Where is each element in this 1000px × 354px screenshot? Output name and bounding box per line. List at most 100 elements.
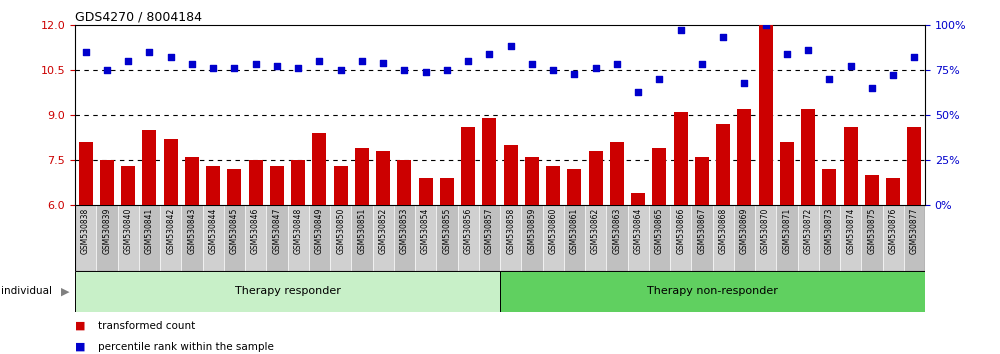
Text: GSM530838: GSM530838 bbox=[81, 207, 90, 253]
Text: percentile rank within the sample: percentile rank within the sample bbox=[98, 342, 274, 352]
Text: GSM530862: GSM530862 bbox=[591, 207, 600, 253]
Text: GSM530869: GSM530869 bbox=[740, 207, 749, 254]
Point bbox=[736, 80, 752, 85]
Bar bbox=[397, 160, 411, 205]
Text: GSM530855: GSM530855 bbox=[442, 207, 451, 254]
Bar bbox=[249, 160, 263, 205]
Bar bbox=[861, 205, 883, 271]
Point bbox=[396, 67, 412, 73]
Text: GSM530873: GSM530873 bbox=[825, 207, 834, 254]
Bar bbox=[142, 130, 156, 205]
Text: GSM530864: GSM530864 bbox=[634, 207, 643, 254]
Bar bbox=[670, 205, 691, 271]
Point bbox=[566, 71, 582, 76]
Bar bbox=[334, 166, 348, 205]
Point bbox=[545, 67, 561, 73]
Bar bbox=[436, 205, 458, 271]
Point bbox=[481, 51, 497, 57]
Bar bbox=[96, 205, 118, 271]
Point bbox=[418, 69, 434, 75]
Bar bbox=[415, 205, 436, 271]
Text: GSM530860: GSM530860 bbox=[549, 207, 558, 254]
Bar bbox=[589, 151, 603, 205]
Bar bbox=[564, 205, 585, 271]
Text: ■: ■ bbox=[75, 321, 86, 331]
Point bbox=[460, 58, 476, 64]
Bar bbox=[716, 124, 730, 205]
Bar bbox=[610, 142, 624, 205]
Bar bbox=[695, 157, 709, 205]
Point bbox=[248, 62, 264, 67]
Text: GSM530846: GSM530846 bbox=[251, 207, 260, 254]
Bar bbox=[419, 178, 433, 205]
Point bbox=[588, 65, 604, 71]
Text: GSM530856: GSM530856 bbox=[464, 207, 473, 254]
Bar bbox=[479, 205, 500, 271]
Bar bbox=[75, 205, 96, 271]
Point bbox=[354, 58, 370, 64]
Point bbox=[758, 22, 774, 28]
Bar bbox=[160, 205, 181, 271]
Text: GSM530839: GSM530839 bbox=[102, 207, 111, 254]
Point bbox=[715, 35, 731, 40]
Text: GSM530844: GSM530844 bbox=[209, 207, 218, 254]
Bar bbox=[712, 205, 734, 271]
Bar bbox=[819, 205, 840, 271]
Text: GSM530870: GSM530870 bbox=[761, 207, 770, 254]
Bar bbox=[440, 178, 454, 205]
Point bbox=[800, 47, 816, 53]
Text: GSM530858: GSM530858 bbox=[506, 207, 515, 253]
Point bbox=[205, 65, 221, 71]
Bar bbox=[567, 169, 581, 205]
Point bbox=[694, 62, 710, 67]
Point bbox=[609, 62, 625, 67]
Bar bbox=[185, 157, 199, 205]
Bar bbox=[521, 205, 542, 271]
Text: GSM530863: GSM530863 bbox=[612, 207, 621, 254]
Bar bbox=[100, 160, 114, 205]
Text: GSM530854: GSM530854 bbox=[421, 207, 430, 254]
Point bbox=[226, 65, 242, 71]
Bar bbox=[631, 193, 645, 205]
Bar bbox=[822, 169, 836, 205]
Text: GSM530853: GSM530853 bbox=[400, 207, 409, 254]
Point bbox=[78, 49, 94, 55]
Bar bbox=[351, 205, 372, 271]
Bar bbox=[118, 205, 139, 271]
Text: individual: individual bbox=[1, 286, 52, 296]
Bar bbox=[372, 205, 394, 271]
Bar bbox=[394, 205, 415, 271]
Text: GSM530877: GSM530877 bbox=[910, 207, 919, 254]
Bar bbox=[844, 127, 858, 205]
Point bbox=[524, 62, 540, 67]
Point bbox=[779, 51, 795, 57]
Bar bbox=[500, 271, 925, 312]
Point bbox=[821, 76, 837, 82]
Point bbox=[503, 44, 519, 49]
Text: GSM530859: GSM530859 bbox=[527, 207, 536, 254]
Point bbox=[843, 63, 859, 69]
Bar bbox=[691, 205, 712, 271]
Point bbox=[630, 89, 646, 95]
Bar bbox=[181, 205, 202, 271]
Point bbox=[651, 76, 667, 82]
Bar bbox=[606, 205, 628, 271]
Text: GSM530841: GSM530841 bbox=[145, 207, 154, 253]
Bar bbox=[652, 148, 666, 205]
Bar bbox=[504, 145, 518, 205]
Text: GSM530871: GSM530871 bbox=[782, 207, 791, 253]
Bar bbox=[458, 205, 479, 271]
Text: GSM530876: GSM530876 bbox=[889, 207, 898, 254]
Text: GDS4270 / 8004184: GDS4270 / 8004184 bbox=[75, 11, 202, 24]
Bar bbox=[801, 109, 815, 205]
Text: GSM530868: GSM530868 bbox=[719, 207, 728, 253]
Bar bbox=[737, 109, 751, 205]
Text: Therapy responder: Therapy responder bbox=[235, 286, 340, 296]
Text: GSM530857: GSM530857 bbox=[485, 207, 494, 254]
Bar bbox=[542, 205, 564, 271]
Bar bbox=[904, 205, 925, 271]
Point bbox=[184, 62, 200, 67]
Bar bbox=[734, 205, 755, 271]
Bar bbox=[376, 151, 390, 205]
Bar bbox=[883, 205, 904, 271]
